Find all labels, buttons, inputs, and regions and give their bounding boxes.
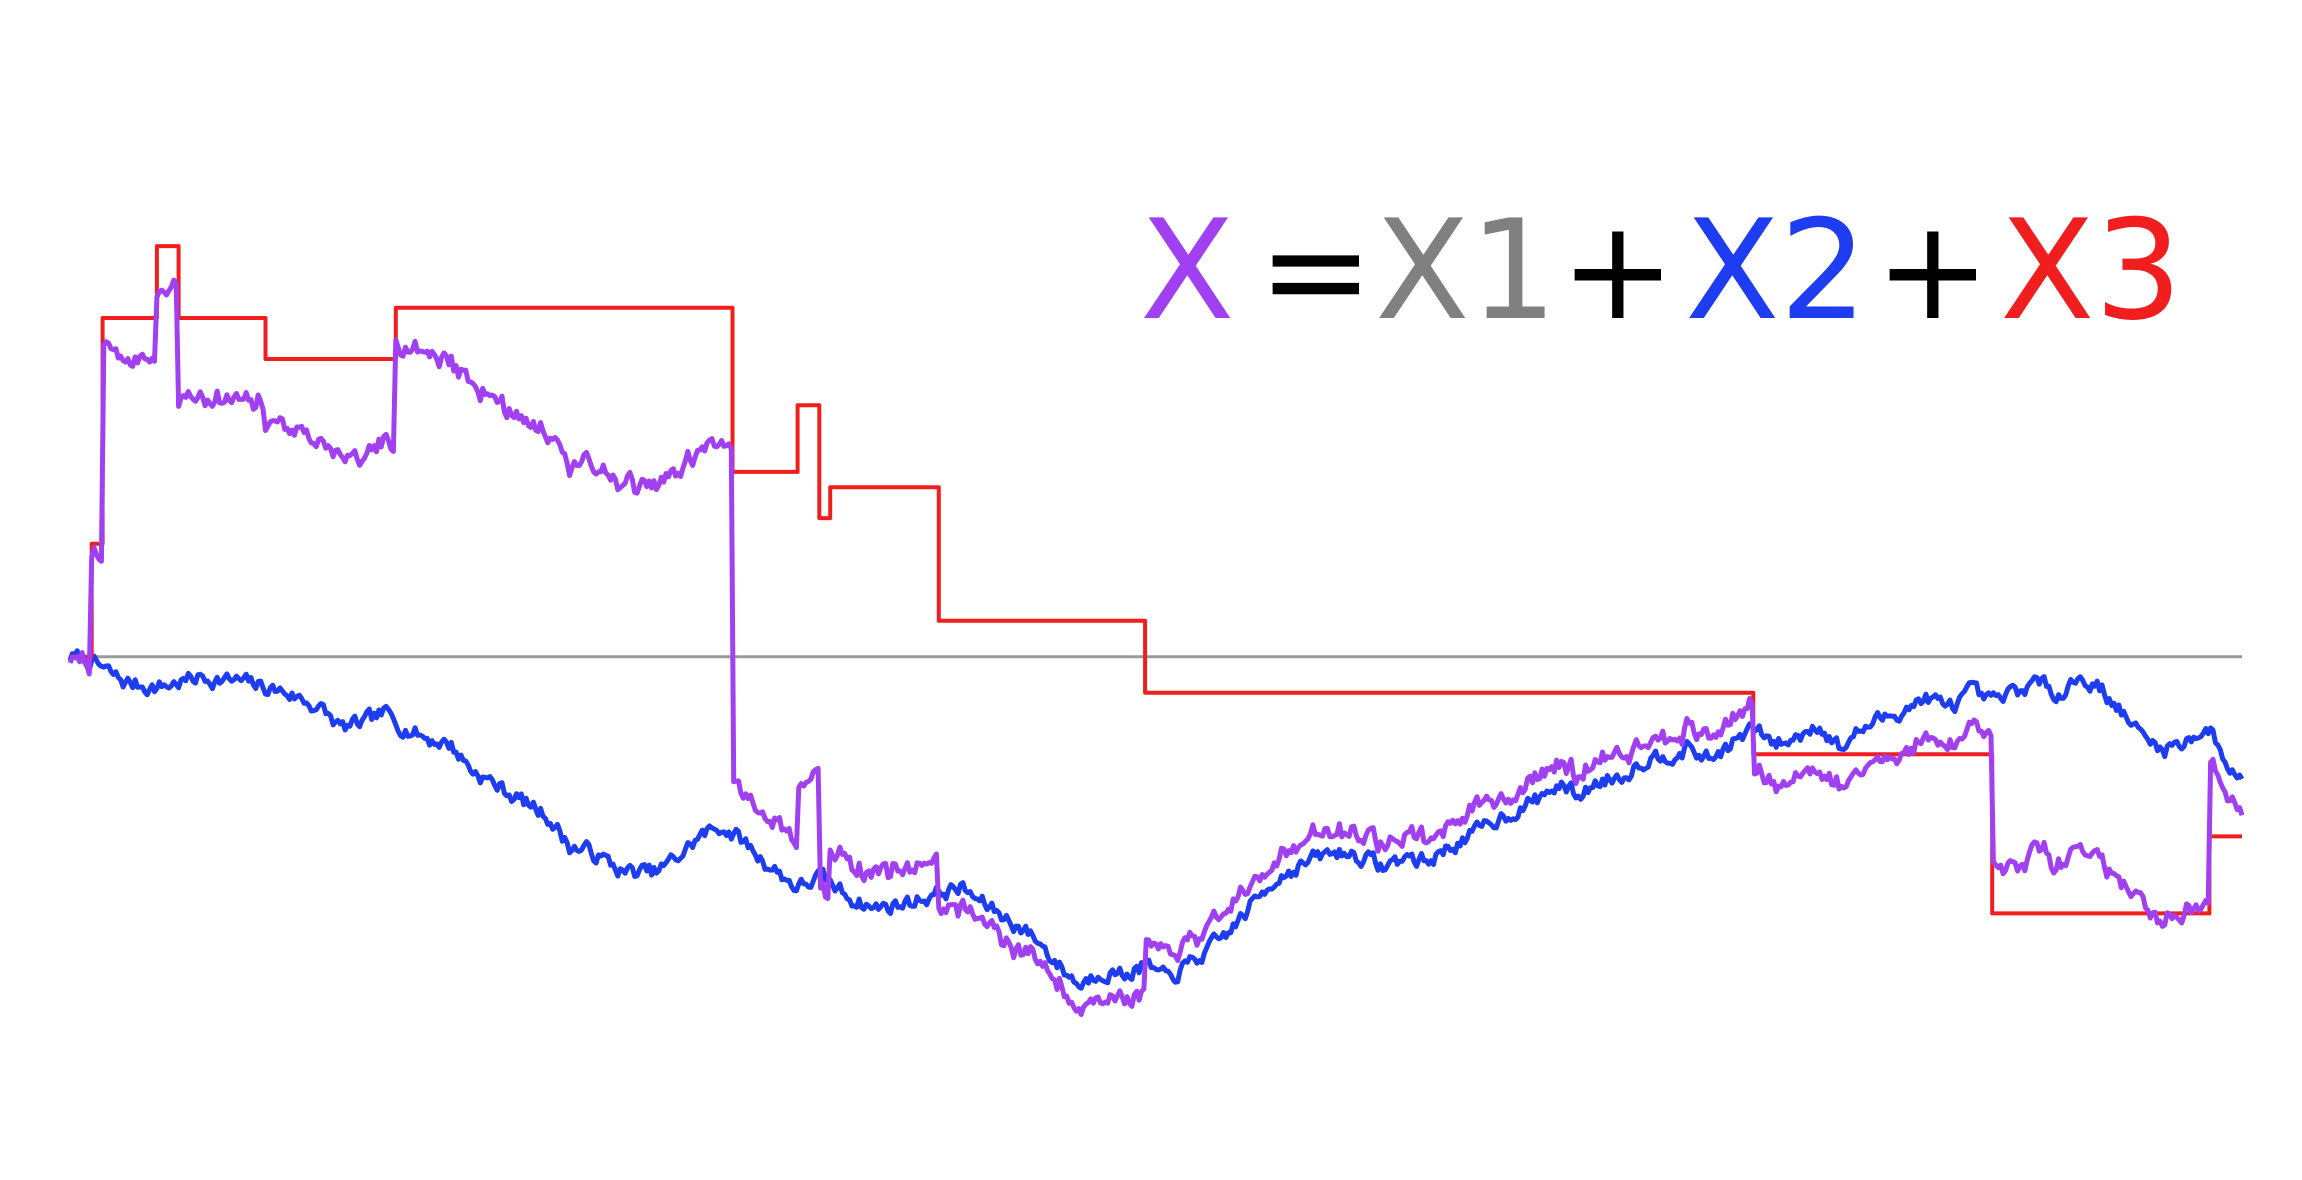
- formula-equals: =: [1258, 190, 1374, 351]
- formula-term-x: X: [1140, 190, 1235, 351]
- formula-term-x1: X1: [1375, 190, 1557, 351]
- formula-term-x3: X3: [2000, 190, 2182, 351]
- formula-label: X = X1 + X2 + X3: [1140, 190, 2182, 351]
- series-layer: [67, 244, 2245, 1017]
- formula-plus-2: +: [1875, 190, 1991, 351]
- formula-plus-1: +: [1560, 190, 1676, 351]
- series-line-x2: [67, 648, 2245, 991]
- series-line-x: [67, 277, 2245, 1017]
- formula-term-x2: X2: [1685, 190, 1867, 351]
